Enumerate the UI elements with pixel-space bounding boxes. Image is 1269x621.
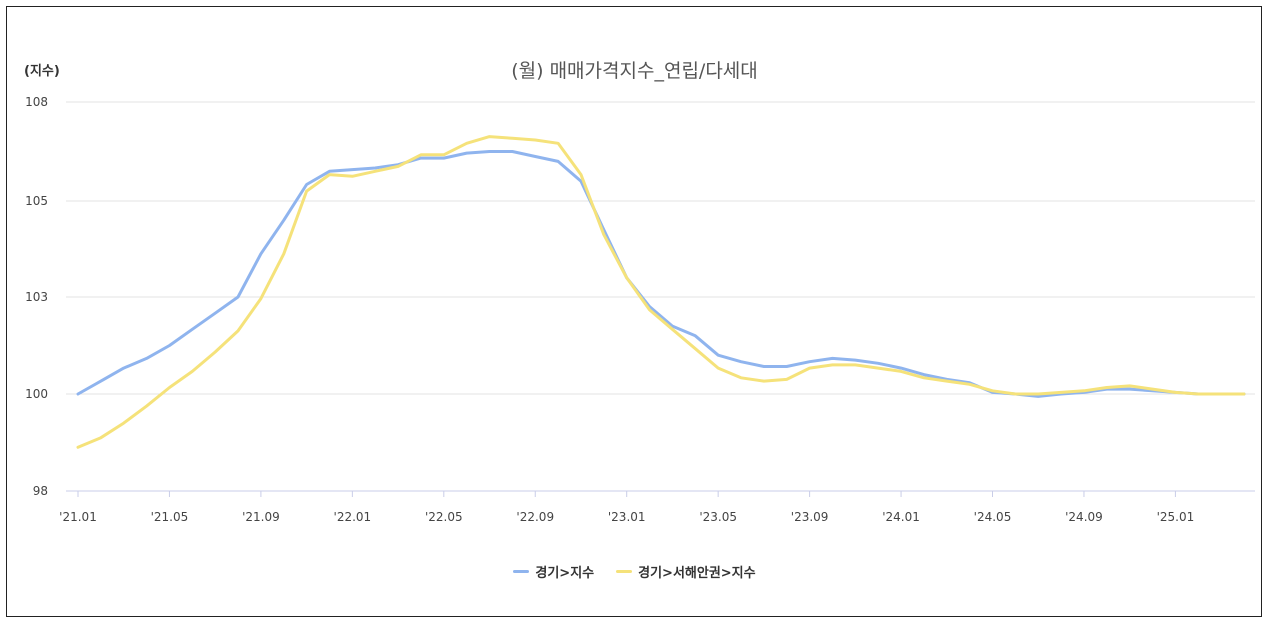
chart-legend: 경기>지수 경기>서해안권>지수 bbox=[0, 562, 1269, 581]
x-tick-label: '23.01 bbox=[608, 510, 646, 524]
x-tick-label: '24.01 bbox=[882, 510, 920, 524]
x-tick-label: '24.05 bbox=[974, 510, 1012, 524]
legend-label: 경기>지수 bbox=[535, 566, 595, 581]
x-tick-label: '23.05 bbox=[699, 510, 737, 524]
x-tick-label: '23.09 bbox=[791, 510, 829, 524]
x-tick-label: '21.09 bbox=[242, 510, 280, 524]
y-axis-unit-label: (지수) bbox=[24, 64, 60, 79]
y-tick-label: 98 bbox=[33, 484, 48, 498]
y-tick-label: 100 bbox=[25, 387, 48, 401]
legend-swatch-blue bbox=[513, 570, 530, 573]
x-tick-label: '24.09 bbox=[1065, 510, 1103, 524]
x-tick-label: '22.09 bbox=[516, 510, 554, 524]
chart-title: (월) 매매가격지수_연립/다세대 bbox=[511, 60, 758, 82]
y-tick-label: 108 bbox=[25, 95, 48, 109]
legend-item-seohaean[interactable]: 경기>서해안권>지수 bbox=[616, 562, 756, 581]
legend-item-gyeonggi[interactable]: 경기>지수 bbox=[513, 562, 594, 581]
x-tick-label: '21.01 bbox=[59, 510, 97, 524]
legend-label: 경기>서해안권>지수 bbox=[638, 566, 756, 581]
series-line-gyeonggi bbox=[76, 150, 1246, 398]
x-tick-label: '22.05 bbox=[425, 510, 463, 524]
series-line-seohaean bbox=[76, 135, 1246, 449]
y-tick-label: 105 bbox=[25, 194, 48, 208]
x-tick-label: '25.01 bbox=[1157, 510, 1195, 524]
y-tick-label: 103 bbox=[25, 290, 48, 304]
x-tick-label: '22.01 bbox=[334, 510, 372, 524]
x-tick-label: '21.05 bbox=[151, 510, 189, 524]
legend-swatch-yellow bbox=[616, 570, 633, 573]
